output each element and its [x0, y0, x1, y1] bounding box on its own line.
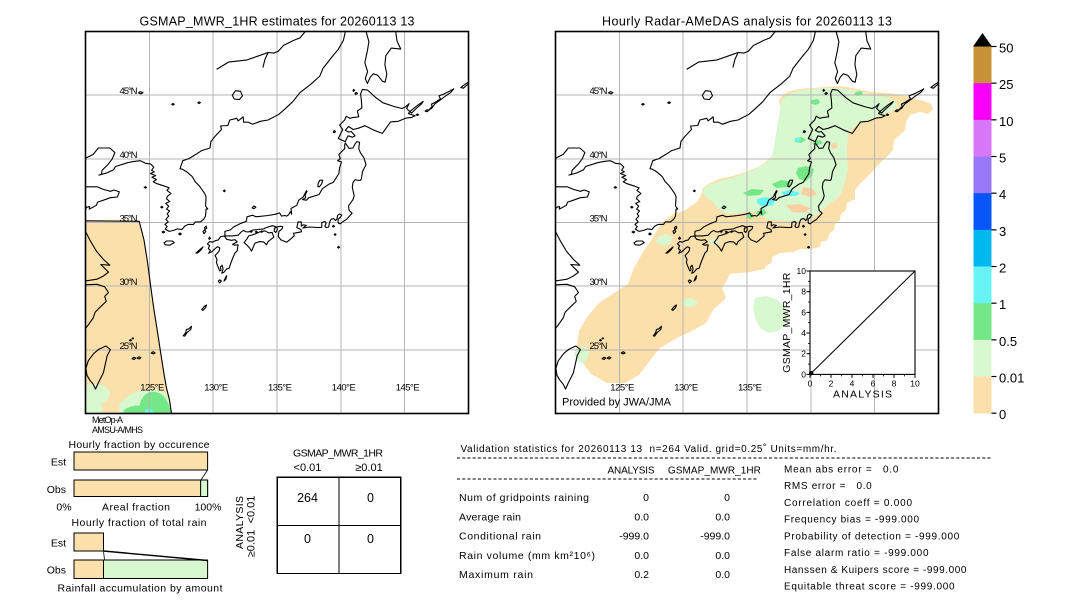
svg-text:3: 3	[999, 224, 1006, 239]
svg-text:0.2: 0.2	[634, 569, 649, 581]
svg-text:30°N: 30°N	[590, 277, 608, 288]
svg-text:0.0: 0.0	[715, 550, 730, 562]
svg-text:0: 0	[304, 532, 311, 546]
svg-text:30°N: 30°N	[120, 277, 138, 288]
svg-text:Probability of detection = -99: Probability of detection = -999.000	[784, 531, 960, 542]
svg-text:0: 0	[801, 369, 806, 379]
svg-text:0: 0	[367, 532, 374, 546]
svg-text:Mean abs error = 0.0: Mean abs error = 0.0	[784, 464, 899, 475]
svg-text:4: 4	[801, 328, 806, 338]
svg-text:0: 0	[643, 492, 649, 504]
svg-text:≥0.01: ≥0.01	[246, 530, 258, 557]
svg-text:145°E: 145°E	[396, 383, 420, 394]
svg-text:Rain volume (mm km²10⁶): Rain volume (mm km²10⁶)	[459, 550, 595, 562]
svg-text:264: 264	[297, 491, 318, 505]
svg-text:GSMAP_MWR_1HR: GSMAP_MWR_1HR	[293, 448, 383, 460]
svg-text:135°E: 135°E	[268, 383, 292, 394]
svg-text:GSMAP_MWR_1HR: GSMAP_MWR_1HR	[668, 465, 761, 476]
svg-text:-999.0: -999.0	[700, 531, 730, 543]
svg-text:2: 2	[999, 261, 1006, 276]
svg-text:0: 0	[367, 491, 374, 505]
svg-text:Areal fraction: Areal fraction	[102, 502, 170, 514]
svg-text:10: 10	[999, 114, 1013, 129]
svg-text:40°N: 40°N	[120, 150, 138, 161]
svg-text:GSMAP_MWR_1HR estimates for 20: GSMAP_MWR_1HR estimates for 20260113 13	[140, 15, 415, 29]
svg-text:Hourly fraction by occurence: Hourly fraction by occurence	[69, 439, 210, 451]
svg-text:130°E: 130°E	[674, 383, 698, 394]
svg-text:<0.01: <0.01	[294, 462, 322, 474]
svg-text:Conditional rain: Conditional rain	[459, 531, 541, 543]
svg-text:Obs: Obs	[47, 484, 66, 496]
svg-text:135°E: 135°E	[738, 383, 762, 394]
svg-text:0%: 0%	[56, 502, 71, 514]
svg-text:1: 1	[999, 297, 1006, 312]
svg-text:6: 6	[871, 378, 876, 388]
svg-text:AMSU-A/MHS: AMSU-A/MHS	[92, 425, 143, 435]
svg-text:≥0.01: ≥0.01	[355, 462, 382, 474]
svg-text:50: 50	[999, 41, 1013, 56]
svg-text:10: 10	[910, 378, 920, 388]
svg-text:140°E: 140°E	[332, 383, 356, 394]
svg-text:125°E: 125°E	[610, 383, 634, 394]
svg-text:GSMAP_MWR_1HR: GSMAP_MWR_1HR	[781, 272, 793, 372]
svg-text:0: 0	[999, 407, 1006, 422]
svg-text:25: 25	[999, 77, 1013, 92]
svg-text:Average rain: Average rain	[459, 511, 521, 523]
svg-text:0: 0	[724, 492, 730, 504]
svg-text:0.5: 0.5	[999, 334, 1017, 349]
svg-text:Validation statistics for 2026: Validation statistics for 20260113 13 n=…	[461, 443, 837, 455]
svg-text:ANALYSIS: ANALYSIS	[833, 388, 892, 400]
svg-text:125°E: 125°E	[140, 383, 164, 394]
svg-text:Correlation coeff = 0.000: Correlation coeff = 0.000	[784, 498, 912, 509]
svg-text:45°N: 45°N	[590, 86, 608, 97]
svg-text:Est: Est	[51, 538, 66, 550]
svg-text:4: 4	[850, 378, 855, 388]
svg-text:8: 8	[801, 287, 806, 297]
svg-text:Maximum rain: Maximum rain	[459, 569, 533, 581]
svg-text:Rainfall accumulation by amoun: Rainfall accumulation by amount	[58, 583, 223, 595]
svg-text:130°E: 130°E	[204, 383, 228, 394]
svg-text:4: 4	[999, 187, 1006, 202]
svg-text:0.01: 0.01	[999, 371, 1024, 386]
svg-text:25°N: 25°N	[590, 341, 608, 352]
svg-text:ANALYSIS: ANALYSIS	[234, 496, 246, 549]
svg-text:0.0: 0.0	[634, 511, 649, 523]
svg-text:8: 8	[892, 378, 897, 388]
svg-text:Provided by JWA/JMA: Provided by JWA/JMA	[562, 397, 672, 409]
svg-text:Num of gridpoints raining: Num of gridpoints raining	[459, 492, 589, 504]
svg-text:RMS error = 0.0: RMS error = 0.0	[784, 481, 872, 492]
svg-text:25°N: 25°N	[120, 341, 138, 352]
svg-text:5: 5	[999, 151, 1006, 166]
svg-text:Frequency bias = -999.000: Frequency bias = -999.000	[784, 515, 919, 526]
svg-text:ANALYSIS: ANALYSIS	[608, 465, 655, 476]
svg-text:2: 2	[801, 349, 806, 359]
svg-text:Hourly fraction of total rain: Hourly fraction of total rain	[72, 517, 207, 529]
svg-text:Obs: Obs	[47, 565, 66, 577]
svg-text:45°N: 45°N	[120, 86, 138, 97]
svg-text:35°N: 35°N	[120, 214, 138, 225]
svg-text:False alarm ratio = -999.000: False alarm ratio = -999.000	[784, 548, 929, 559]
svg-text:100%: 100%	[195, 502, 222, 514]
svg-text:-999.0: -999.0	[619, 531, 649, 543]
svg-text:<0.01: <0.01	[246, 496, 258, 524]
svg-text:Hanssen & Kuipers score = -999: Hanssen & Kuipers score = -999.000	[784, 565, 967, 576]
svg-text:Est: Est	[51, 457, 66, 469]
svg-text:10: 10	[797, 266, 807, 276]
svg-text:6: 6	[801, 307, 806, 317]
svg-text:0.0: 0.0	[715, 511, 730, 523]
svg-text:Equitable threat score = -999.: Equitable threat score = -999.000	[784, 582, 955, 593]
svg-text:MetOp-A: MetOp-A	[92, 415, 123, 425]
svg-text:Hourly Radar-AMeDAS analysis f: Hourly Radar-AMeDAS analysis for 2026011…	[602, 15, 892, 29]
svg-text:0: 0	[808, 378, 813, 388]
svg-text:2: 2	[829, 378, 834, 388]
svg-text:35°N: 35°N	[590, 214, 608, 225]
svg-text:40°N: 40°N	[590, 150, 608, 161]
svg-text:0.0: 0.0	[634, 550, 649, 562]
svg-text:0.0: 0.0	[715, 569, 730, 581]
